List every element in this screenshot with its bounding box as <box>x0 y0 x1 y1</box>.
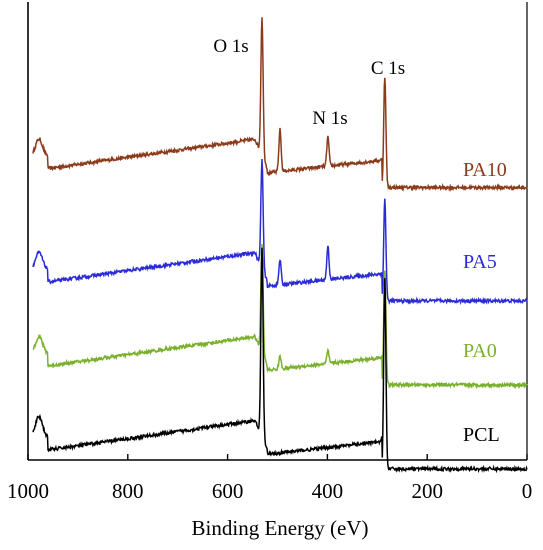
x-axis-title: Binding Energy (eV) <box>192 516 369 540</box>
series-label-pa5: PA5 <box>463 251 497 273</box>
annotation-c-1s: C 1s <box>371 58 405 79</box>
series-layer <box>32 17 528 474</box>
x-tick-label: 200 <box>411 479 443 503</box>
x-tick-label: 1000 <box>7 479 49 503</box>
annotation-o-1s: O 1s <box>213 36 248 57</box>
series-line-pa5 <box>32 158 528 306</box>
x-tick-label: 0 <box>522 479 533 503</box>
x-tick-label: 600 <box>212 479 244 503</box>
x-axis-ticks: 1000 800 600 400 200 0 <box>7 454 532 503</box>
plot-frame <box>27 2 528 461</box>
annotation-n-1s: N 1s <box>312 108 347 129</box>
series-label-pa10: PA10 <box>463 159 507 181</box>
x-tick-label: 400 <box>312 479 344 503</box>
series-line-pa10 <box>32 17 528 192</box>
peak-annotations: O 1s N 1s C 1s <box>213 36 405 129</box>
series-label-pa0: PA0 <box>463 340 497 362</box>
series-line-pa0 <box>32 244 528 390</box>
series-labels: PA10 PA5 PA0 PCL <box>463 159 507 446</box>
x-tick-label: 800 <box>112 479 144 503</box>
series-label-pcl: PCL <box>463 424 500 446</box>
series-line-pcl <box>32 247 528 474</box>
